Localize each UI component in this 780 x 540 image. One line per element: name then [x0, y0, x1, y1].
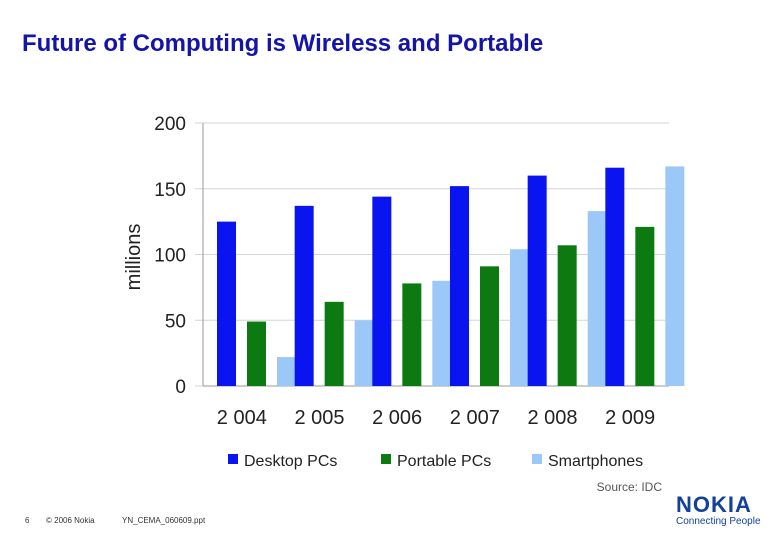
- bar: [294, 205, 314, 386]
- x-tick-label: 2 007: [450, 407, 500, 429]
- x-tick-label: 2 006: [372, 407, 422, 429]
- bar: [372, 196, 392, 386]
- legend-swatch: [228, 454, 238, 464]
- chart-legend: Desktop PCs Portable PCs Smartphones: [228, 453, 643, 470]
- bar: [557, 245, 577, 386]
- y-tick-label: 150: [154, 180, 186, 201]
- legend-swatch: [381, 454, 391, 464]
- y-tick-label: 200: [154, 114, 186, 135]
- bar: [665, 166, 685, 386]
- bar: [432, 280, 452, 386]
- x-axis-ticks: 2 004 2 005 2 006 2 007 2 008 2 009: [217, 407, 655, 429]
- bar: [527, 175, 547, 386]
- logo-tagline: Connecting People: [676, 516, 761, 527]
- bar: [587, 211, 607, 386]
- copyright-text: © 2006 Nokia: [46, 516, 95, 525]
- bar: [510, 249, 529, 386]
- nokia-logo: NOKIA Connecting People: [676, 494, 772, 530]
- x-tick-label: 2 005: [294, 407, 344, 429]
- x-tick-label: 2 008: [527, 407, 577, 429]
- bar: [480, 266, 499, 386]
- bar: [247, 321, 266, 386]
- source-note: Source: IDC: [596, 480, 662, 494]
- bar: [217, 221, 236, 386]
- bar: [354, 320, 374, 386]
- bar: [402, 283, 422, 386]
- legend-label: Portable PCs: [397, 453, 491, 470]
- legend-swatch: [532, 454, 542, 464]
- chart-bars: [217, 166, 685, 386]
- y-tick-label: 100: [154, 246, 186, 267]
- file-name: YN_CEMA_060609.ppt: [122, 516, 206, 525]
- y-axis-ticks: 0 50 100 150 200: [154, 114, 186, 398]
- bar: [605, 167, 625, 386]
- page-number: 6: [25, 516, 30, 525]
- y-tick-label: 0: [175, 377, 186, 398]
- legend-label: Smartphones: [548, 453, 643, 470]
- bar: [450, 186, 469, 386]
- bar: [635, 226, 655, 386]
- x-tick-label: 2 004: [217, 407, 267, 429]
- y-tick-label: 50: [165, 311, 186, 332]
- logo-wordmark: NOKIA: [676, 492, 752, 517]
- y-axis-label: millions: [123, 224, 145, 291]
- x-tick-label: 2 009: [605, 407, 655, 429]
- bar: [277, 357, 296, 386]
- legend-label: Desktop PCs: [244, 453, 337, 470]
- page-title: Future of Computing is Wireless and Port…: [22, 30, 544, 57]
- bar: [324, 301, 344, 386]
